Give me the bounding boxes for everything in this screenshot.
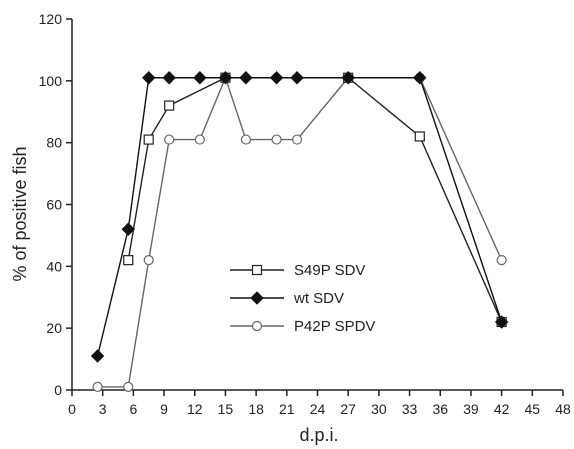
y-tick-label: 40 [46,258,62,274]
legend: S49P SDV wt SDV P42P SPDV [230,262,375,335]
x-tick-label: 18 [248,401,264,417]
data-point [239,71,253,85]
data-point [90,349,105,363]
data-point [271,134,282,145]
y-tick-label: 100 [39,73,63,89]
x-tick-label: 30 [371,401,387,417]
data-point [240,134,251,145]
data-point [194,134,205,145]
x-tick-label: 3 [99,401,107,417]
x-ticks: 0 3 6 9 12 15 18 21 24 27 30 33 36 39 42 45 48 [68,390,571,417]
data-point [413,71,427,85]
data-point [290,71,304,85]
x-tick-label: 9 [160,401,168,417]
y-tick-label: 0 [54,382,62,398]
data-point [123,381,134,393]
data-point [121,222,135,236]
legend-label: S49P SDV [294,262,365,279]
data-point [164,134,175,145]
data-point [123,255,134,266]
legend-marker [251,264,263,276]
x-tick-label: 6 [129,401,137,417]
series-line [96,77,503,357]
data-point [162,71,176,85]
x-tick-label: 42 [494,401,510,417]
data-point [193,71,207,85]
series-open-circle [92,72,507,393]
y-tick-label: 20 [46,320,62,336]
data-point [291,134,303,145]
x-axis-title: d.p.i. [299,425,338,445]
series-filled-diamond [90,71,509,363]
data-point [143,255,154,266]
x-tick-label: 36 [432,401,448,417]
legend-label: P42P SPDV [294,318,375,335]
x-tick-label: 48 [555,401,571,417]
data-point [143,134,154,145]
y-axis-title: % of positive fish [10,146,30,281]
data-point [92,381,103,393]
x-tick-label: 12 [187,401,203,417]
x-tick-label: 33 [402,401,418,417]
legend-label: wt SDV [293,290,344,307]
series-layer [90,71,509,393]
data-point [269,71,284,85]
legend-entry: P42P SPDV [230,318,375,335]
series-open-square [123,72,507,328]
legend-entry: S49P SDV [230,262,365,279]
x-tick-label: 15 [218,401,234,417]
x-tick-label: 45 [525,401,541,417]
y-tick-label: 60 [46,197,62,213]
legend-marker [251,320,263,332]
legend-marker [250,291,264,305]
y-tick-label: 80 [46,135,62,151]
data-point [414,131,425,142]
data-point [341,71,355,85]
data-point [496,255,507,266]
data-point [494,315,509,329]
x-tick-label: 0 [68,401,76,417]
x-tick-label: 39 [463,401,479,417]
data-point [142,71,156,85]
x-tick-label: 27 [340,401,356,417]
data-point [164,100,175,111]
y-tick-label: 120 [39,11,63,27]
data-point [218,71,233,85]
y-ticks: 0 20 40 60 80 100 120 [39,11,72,398]
x-tick-label: 21 [279,401,295,417]
legend-entry: wt SDV [230,290,344,307]
x-tick-label: 24 [310,401,326,417]
series-line [127,77,503,323]
